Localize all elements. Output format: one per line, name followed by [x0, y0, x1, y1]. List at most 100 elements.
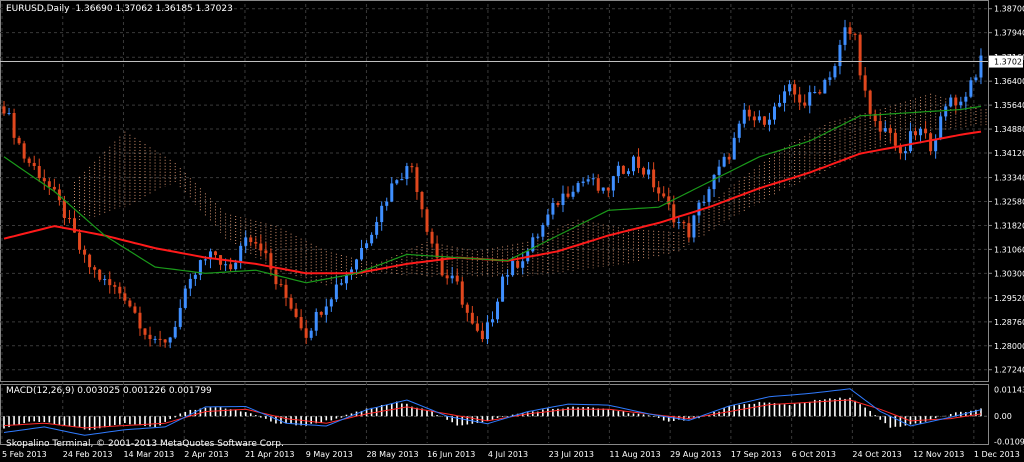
candle-body	[903, 151, 907, 154]
candle-body	[143, 328, 147, 335]
candle-body	[883, 128, 887, 132]
candle-body	[450, 275, 454, 279]
x-tick-label: 9 May 2013	[306, 450, 353, 459]
candle-body	[67, 218, 71, 220]
candle-body	[435, 243, 439, 258]
candle-body	[259, 243, 263, 251]
candle-body	[2, 106, 6, 114]
candle-body	[390, 183, 394, 202]
y-tick-label: 1.38700	[994, 5, 1024, 14]
candle-body	[541, 225, 545, 237]
candle-body	[924, 128, 928, 134]
candle-body	[667, 196, 671, 205]
candle-body	[566, 193, 570, 197]
candle-body	[853, 33, 857, 35]
candle-body	[631, 156, 635, 172]
candle-body	[521, 261, 525, 268]
candle-body	[88, 254, 92, 268]
candle-body	[254, 242, 258, 244]
candle-body	[762, 116, 766, 125]
candle-body	[964, 96, 968, 102]
candle-body	[410, 166, 414, 168]
candle-body	[78, 232, 82, 250]
candle-body	[289, 297, 293, 309]
candle-body	[898, 145, 902, 154]
candle-body	[52, 186, 56, 190]
candle-body	[249, 237, 253, 243]
candle-body	[415, 167, 419, 192]
candle-body	[455, 275, 459, 282]
candle-body	[788, 84, 792, 92]
candle-body	[98, 269, 102, 280]
candle-body	[27, 158, 31, 163]
candle-body	[934, 139, 938, 152]
candle-body	[732, 137, 736, 160]
candle-body	[637, 156, 641, 168]
y-tick-label: 1.32580	[994, 198, 1024, 207]
ichimoku-cloud	[74, 93, 987, 286]
candle-body	[355, 259, 359, 270]
ma-fast-line	[3, 105, 982, 284]
candle-body	[324, 306, 328, 315]
candle-body	[813, 92, 817, 94]
candle-body	[893, 132, 897, 146]
candle-body	[929, 133, 933, 152]
candle-body	[22, 143, 26, 159]
candle-body	[783, 91, 787, 103]
candle-body	[380, 205, 384, 223]
candle-body	[173, 326, 177, 338]
candle-body	[430, 231, 434, 244]
macd-signal-line	[3, 399, 982, 429]
candle-body	[470, 312, 474, 324]
candle-body	[138, 312, 142, 329]
candle-body	[697, 202, 701, 216]
current-price-box	[989, 55, 1023, 68]
candle-body	[294, 308, 298, 317]
candle-body	[858, 34, 862, 76]
candle-body	[198, 260, 202, 275]
candle-body	[17, 137, 21, 144]
candle-body	[828, 77, 832, 80]
candle-body	[742, 109, 746, 124]
candle-body	[329, 299, 333, 307]
candle-body	[531, 237, 535, 252]
candle-body	[798, 94, 802, 103]
candle-body	[395, 180, 399, 184]
y-tick-label: 1.28760	[994, 318, 1024, 327]
candle-body	[349, 269, 353, 275]
candle-body	[561, 193, 565, 206]
candle-body	[480, 330, 484, 340]
candle-body	[309, 330, 313, 338]
candle-body	[425, 209, 429, 232]
copyright-text: Skopalino Terminal, © 2001-2013 MetaQuot…	[6, 439, 284, 449]
macd-panel-frame	[0, 384, 989, 445]
candle-body	[37, 166, 41, 179]
candle-body	[944, 106, 948, 117]
candle-body	[606, 187, 610, 191]
axes: 1.387001.379401.371601.364001.356401.348…	[0, 5, 1024, 459]
candle-body	[601, 187, 605, 191]
candle-body	[475, 323, 479, 331]
y-tick-label: 1.27240	[994, 366, 1024, 375]
x-tick-label: 2 Apr 2013	[184, 450, 228, 459]
x-tick-label: 11 Aug 2013	[609, 450, 660, 459]
candle-body	[274, 269, 278, 285]
candle-body	[571, 191, 575, 197]
candle-body	[229, 264, 233, 270]
x-tick-label: 1 Dec 2013	[974, 450, 1020, 459]
x-tick-label: 29 Aug 2013	[670, 450, 721, 459]
candle-body	[511, 260, 515, 276]
candle-body	[279, 284, 283, 286]
candle-body	[299, 316, 303, 329]
candle-body	[959, 101, 963, 106]
candle-body	[370, 234, 374, 244]
candle-body	[707, 189, 711, 203]
candle-body	[445, 275, 449, 279]
x-tick-label: 24 Oct 2013	[852, 450, 901, 459]
candle-body	[793, 84, 797, 95]
candle-body	[722, 156, 726, 167]
candle-body	[183, 288, 187, 308]
candle-body	[118, 286, 122, 294]
macd-panel	[0, 388, 988, 436]
candle-body	[672, 204, 676, 223]
